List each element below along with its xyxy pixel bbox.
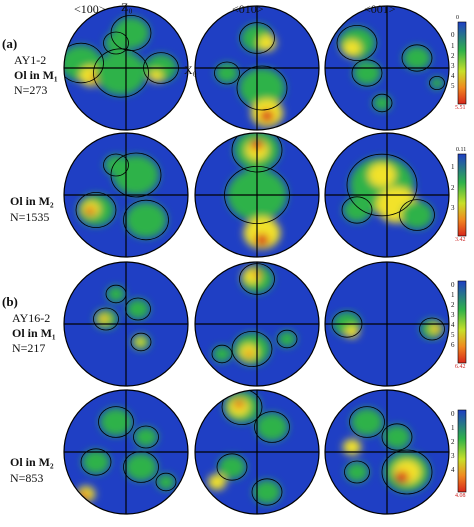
row-b2-phase: Ol in M₂ bbox=[10, 455, 54, 469]
colorbar-3-tick: 4 bbox=[451, 320, 455, 329]
colorbar-1 bbox=[457, 21, 467, 105]
colorbar-1-tick: 0 bbox=[451, 31, 455, 40]
row-b2-count: N=853 bbox=[10, 471, 44, 485]
colorbar-4-tick: 3 bbox=[451, 451, 455, 460]
colorbar-2-tick: 1 bbox=[451, 163, 455, 172]
row-a1-sample: AY1-2 bbox=[14, 53, 47, 67]
pole-figure-r2-c2 bbox=[194, 132, 320, 258]
pole-figure-r3-c1 bbox=[63, 261, 189, 387]
colorbar-1-tick: 3 bbox=[451, 61, 455, 70]
colorbar-1-min: 0 bbox=[456, 15, 459, 21]
pole-figure-r3-c3 bbox=[324, 261, 450, 387]
group-label-a: (a) bbox=[2, 36, 18, 51]
column-header-010: <010> bbox=[232, 2, 264, 16]
colorbar-3-tick: 1 bbox=[451, 290, 455, 299]
colorbar-4-tick: 0 bbox=[451, 409, 455, 418]
z-axis-label: Z₀ bbox=[121, 0, 133, 14]
pole-figure-r2-c1 bbox=[63, 132, 189, 258]
pole-figure-r4-c3 bbox=[324, 389, 450, 515]
row-a2-count: N=1535 bbox=[10, 210, 50, 224]
colorbar-2-min: 0.11 bbox=[456, 147, 467, 153]
row-a1-phase: Ol in M₁ bbox=[14, 68, 58, 82]
row-a1-count: N=273 bbox=[14, 83, 48, 97]
colorbar-2-tick: 3 bbox=[451, 203, 455, 212]
pole-figure-r1-c2 bbox=[194, 5, 320, 131]
colorbar-3-max: 6.42 bbox=[455, 364, 466, 370]
colorbar-1-tick: 4 bbox=[451, 71, 455, 80]
pole-figure-r4-c1 bbox=[63, 389, 189, 515]
colorbar-3-tick: 3 bbox=[451, 310, 455, 319]
colorbar-3-tick: 6 bbox=[451, 341, 455, 350]
colorbar-4-tick: 4 bbox=[451, 466, 455, 475]
colorbar-2-tick: 2 bbox=[451, 183, 455, 192]
row-b1-count: N=217 bbox=[12, 341, 46, 355]
colorbar-1-tick: 5 bbox=[451, 82, 455, 91]
colorbar-4-max: 4.08 bbox=[455, 493, 466, 499]
pole-figure-r2-c3 bbox=[324, 132, 450, 258]
row-a2-phase: Ol in M₂ bbox=[10, 194, 54, 208]
group-label-b: (b) bbox=[2, 294, 18, 309]
colorbar-1-tick: 1 bbox=[451, 41, 455, 50]
colorbar-1-max: 5.51 bbox=[455, 105, 466, 111]
colorbar-4 bbox=[457, 409, 467, 493]
pole-figure-r1-c3 bbox=[324, 5, 450, 131]
pole-figure-r1-c1 bbox=[63, 5, 189, 131]
colorbar-3-tick: 2 bbox=[451, 300, 455, 309]
colorbar-3-tick: 5 bbox=[451, 331, 455, 339]
colorbar-2 bbox=[457, 153, 467, 237]
colorbar-4-tick: 1 bbox=[451, 423, 455, 432]
row-b1-sample: AY16-2 bbox=[12, 311, 51, 325]
colorbar-3-tick: 0 bbox=[451, 280, 455, 289]
colorbar-3 bbox=[457, 280, 467, 364]
column-header-100: <100> bbox=[74, 2, 106, 16]
colorbar-2-max: 3.42 bbox=[455, 237, 466, 243]
x-axis-label: X₀ bbox=[184, 63, 197, 77]
colorbar-4-tick: 2 bbox=[451, 437, 455, 446]
row-b1-phase: Ol in M₁ bbox=[12, 326, 56, 340]
column-header-001: <001> bbox=[364, 2, 396, 16]
colorbar-1-tick: 2 bbox=[451, 51, 455, 60]
pole-figure-r3-c2 bbox=[194, 261, 320, 387]
pole-figure-r4-c2 bbox=[194, 389, 320, 515]
